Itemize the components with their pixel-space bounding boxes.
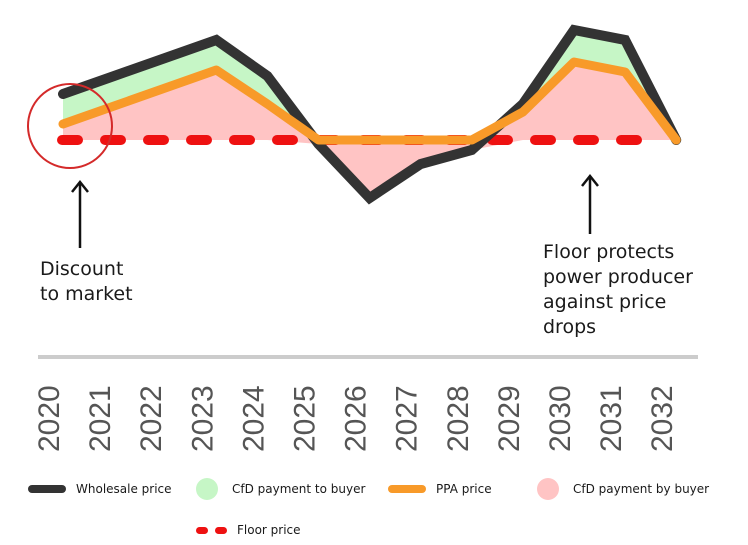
legend-wholesale-swatch <box>28 485 66 493</box>
x-tick-label: 2029 <box>493 385 526 452</box>
legend-floor-label: Floor price <box>237 523 301 537</box>
x-tick-label: 2032 <box>646 385 679 452</box>
area-cfd-by-buyer <box>63 62 677 198</box>
arrow-floor-head <box>581 173 599 187</box>
annotation-floor-line-3: against price <box>543 291 667 313</box>
legend-cfd-to-buyer-swatch <box>196 478 218 500</box>
x-tick-label: 2020 <box>33 385 66 452</box>
x-tick-label: 2030 <box>544 385 577 452</box>
annotation-floor: Floor protects power producer against pr… <box>543 240 693 340</box>
legend-ppa-swatch <box>388 485 426 493</box>
legend-cfd-to-buyer-label: CfD payment to buyer <box>232 482 366 496</box>
area-cfd-to-buyer <box>63 30 677 198</box>
annotation-discount-line-2: to market <box>40 283 133 305</box>
annotation-discount: Discount to market <box>40 257 133 307</box>
legend-floor-swatch <box>196 526 227 534</box>
x-tick-label: 2025 <box>289 385 322 452</box>
arrow-discount <box>71 179 89 248</box>
highlight-circle <box>27 83 113 169</box>
legend-ppa-label: PPA price <box>436 482 492 496</box>
annotation-floor-line-4: drops <box>543 316 597 338</box>
annotation-floor-line-1: Floor protects <box>543 241 675 263</box>
legend-cfd-by-buyer-swatch <box>537 478 559 500</box>
annotation-graphics <box>27 83 599 248</box>
wholesale-price-line <box>58 24 682 205</box>
x-tick-label: 2026 <box>340 385 373 452</box>
x-tick-label: 2027 <box>391 385 424 452</box>
legend-cfd-by-buyer: CfD payment by buyer <box>537 478 709 500</box>
arrow-floor <box>581 173 599 234</box>
x-tick-labels: 2020 2021 2022 2023 2024 2025 2026 2027 2028 2029… <box>33 385 679 452</box>
legend-wholesale: Wholesale price <box>28 482 172 496</box>
legend-cfd-by-buyer-label: CfD payment by buyer <box>573 482 710 496</box>
ppa-price-line <box>58 57 681 145</box>
x-tick-label: 2023 <box>186 385 219 452</box>
x-tick-label: 2031 <box>595 385 628 452</box>
annotation-discount-line-1: Discount <box>40 258 124 280</box>
legend-floor: Floor price <box>196 523 301 537</box>
arrow-discount-head <box>71 179 89 193</box>
legend-cfd-to-buyer: CfD payment to buyer <box>196 478 365 500</box>
legend-ppa: PPA price <box>388 482 492 496</box>
x-tick-label: 2024 <box>237 385 270 452</box>
annotation-floor-line-2: power producer <box>543 266 693 288</box>
shaded-areas <box>63 30 677 198</box>
legend-wholesale-label: Wholesale price <box>76 482 172 496</box>
series-lines <box>58 24 682 205</box>
x-tick-label: 2022 <box>135 385 168 452</box>
x-tick-label: 2021 <box>84 385 117 452</box>
x-tick-label: 2028 <box>442 385 475 452</box>
